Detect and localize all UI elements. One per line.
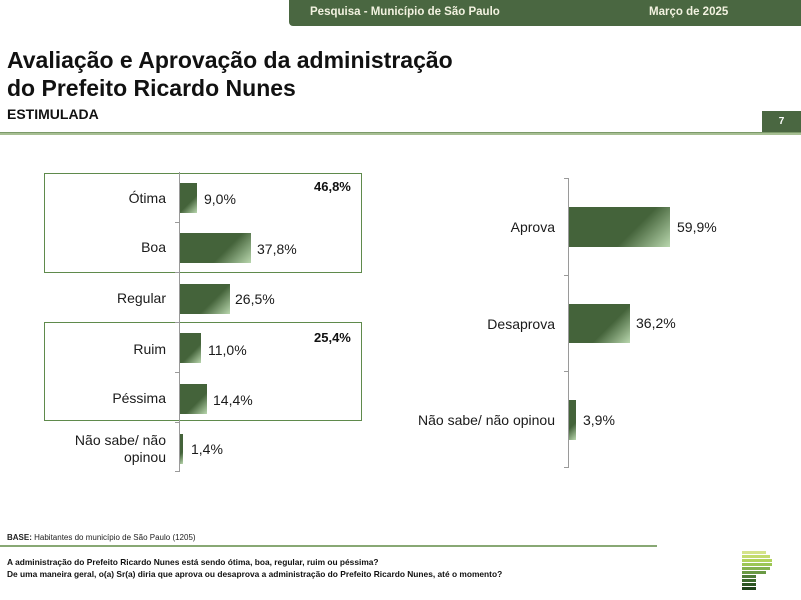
base-note: BASE: Habitantes do município de São Pau… xyxy=(7,533,196,542)
category-label: Boa xyxy=(141,239,166,255)
bar-nao-sabe-aprovacao xyxy=(569,400,576,440)
category-label: Desaprova xyxy=(487,316,555,332)
page-subtitle: ESTIMULADA xyxy=(7,106,99,122)
value-label: 11,0% xyxy=(208,342,247,358)
category-label: Não sabe/ não opinou xyxy=(418,412,555,428)
value-label: 26,5% xyxy=(235,291,275,307)
axis-tick xyxy=(175,322,179,323)
category-label: Não sabe/ não opinou xyxy=(74,432,166,465)
category-label: Aprova xyxy=(510,219,555,235)
bar-otima xyxy=(180,183,197,213)
header-divider xyxy=(0,132,801,135)
axis-tick xyxy=(175,372,179,373)
page-title: Avaliação e Aprovação da administração d… xyxy=(7,46,453,102)
category-label: Ruim xyxy=(133,341,166,357)
axis-tick xyxy=(175,272,179,273)
survey-questions: A administração do Prefeito Ricardo Nune… xyxy=(7,556,502,580)
evaluation-axis xyxy=(179,172,180,472)
value-label: 14,4% xyxy=(213,392,253,408)
axis-tick xyxy=(564,371,568,372)
title-line-1: Avaliação e Aprovação da administração xyxy=(7,47,453,73)
value-label: 36,2% xyxy=(636,315,676,331)
value-label: 37,8% xyxy=(257,241,297,257)
footer-divider xyxy=(0,545,657,547)
bar-ruim xyxy=(180,333,201,363)
question-1: A administração do Prefeito Ricardo Nune… xyxy=(7,557,379,567)
survey-name: Pesquisa - Município de São Paulo xyxy=(310,6,500,18)
bar-nao-sabe xyxy=(180,434,183,464)
bar-aprova xyxy=(569,207,670,247)
value-label: 1,4% xyxy=(191,441,223,457)
axis-tick xyxy=(175,471,179,472)
approval-axis xyxy=(568,178,569,468)
page-number: 7 xyxy=(762,111,801,132)
header-bar: Pesquisa - Município de São Paulo Março … xyxy=(289,0,801,26)
value-label: 59,9% xyxy=(677,219,717,235)
negative-total: 25,4% xyxy=(314,330,351,345)
brand-logo-icon xyxy=(742,551,774,591)
base-label: BASE: xyxy=(7,533,32,542)
bar-desaprova xyxy=(569,304,630,343)
axis-tick xyxy=(564,275,568,276)
base-text: Habitantes do município de São Paulo (12… xyxy=(34,533,196,542)
value-label: 3,9% xyxy=(583,412,615,428)
category-label: Ótima xyxy=(128,190,166,206)
axis-tick xyxy=(175,222,179,223)
axis-tick xyxy=(564,467,568,468)
positive-total: 46,8% xyxy=(314,179,351,194)
question-2: De uma maneira geral, o(a) Sr(a) diria q… xyxy=(7,569,503,579)
survey-date: Março de 2025 xyxy=(649,6,729,18)
negative-group-box xyxy=(44,322,362,421)
category-label: Regular xyxy=(116,290,166,306)
axis-tick xyxy=(564,178,568,179)
bar-regular xyxy=(180,284,230,314)
category-label: Péssima xyxy=(112,390,166,406)
value-label: 9,0% xyxy=(204,191,236,207)
bar-pessima xyxy=(180,384,207,414)
axis-tick xyxy=(175,422,179,423)
bar-boa xyxy=(180,233,251,263)
title-line-2: do Prefeito Ricardo Nunes xyxy=(7,75,296,101)
positive-group-box xyxy=(44,173,362,273)
